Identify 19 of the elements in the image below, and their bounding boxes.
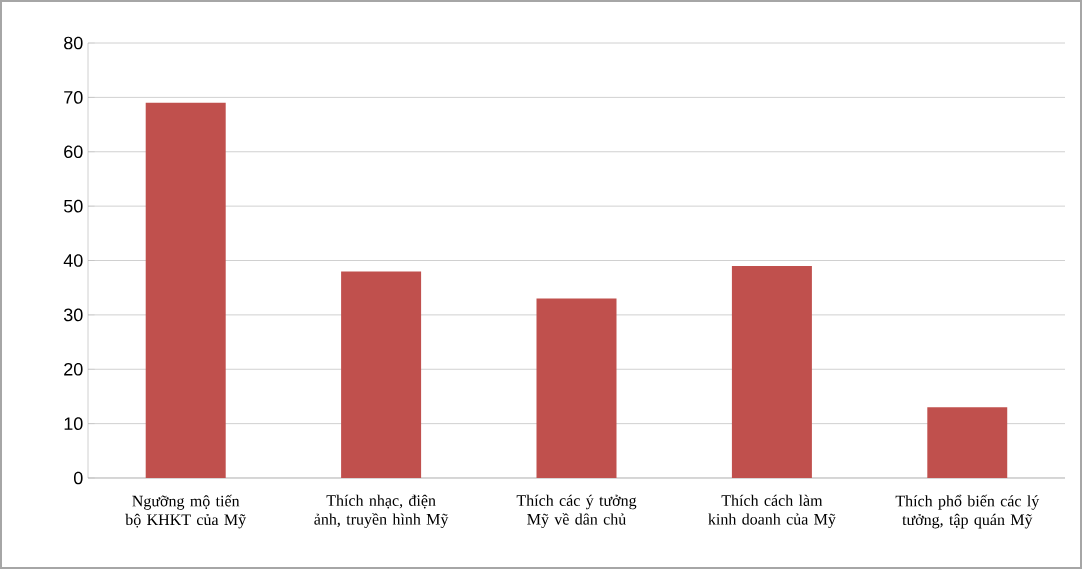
y-tick-label: 10	[64, 417, 83, 430]
y-tick-label: 60	[64, 145, 83, 159]
bar	[341, 271, 422, 478]
y-tick-label: 50	[63, 199, 83, 213]
bar	[927, 407, 1008, 478]
bar	[536, 298, 617, 478]
bar	[731, 265, 812, 478]
x-tick-label: Thích phổ biến các lý tưởng, tập quán Mỹ	[895, 494, 1040, 529]
y-tick-label: 70	[64, 91, 83, 104]
x-tick-label: Ngưỡng mộ tiến bộ KHKT của Mỹ	[125, 494, 247, 529]
x-tick-label: Thích cách làm kinh doanh của Mỹ	[708, 494, 836, 528]
x-tick-label: Thích nhạc, điện ảnh, truyền hình Mỹ	[314, 494, 449, 528]
y-tick-label: 80	[64, 36, 83, 50]
y-tick-label: 20	[64, 362, 83, 376]
x-tick-label: Thích các ý tưởng Mỹ về dân chủ	[516, 494, 637, 528]
y-tick-label: 40	[63, 254, 83, 267]
y-tick-label: 30	[63, 308, 83, 322]
bar	[145, 102, 226, 478]
y-tick-label: 0	[73, 471, 83, 485]
